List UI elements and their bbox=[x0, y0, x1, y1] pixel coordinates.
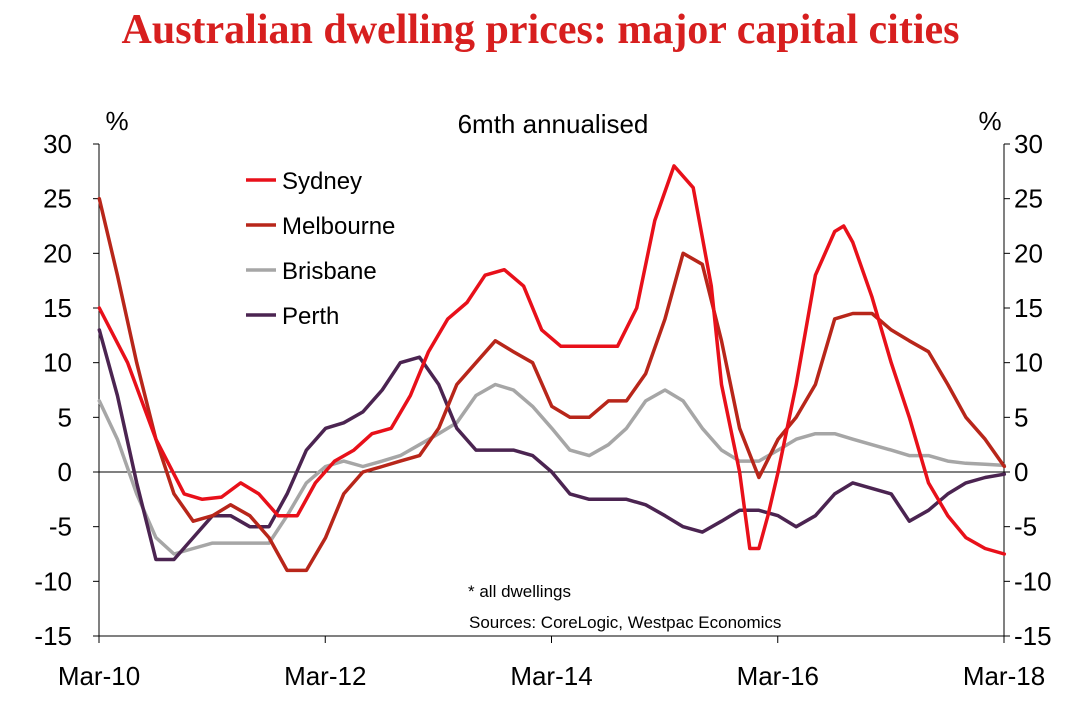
plot-frame bbox=[98, 144, 1005, 637]
y-tick-label-left: -10 bbox=[34, 566, 72, 596]
x-tick-label: Mar-18 bbox=[963, 661, 1045, 691]
y-tick-label-right: 20 bbox=[1014, 238, 1043, 268]
x-tick-label: Mar-12 bbox=[284, 661, 366, 691]
x-tick-label: Mar-14 bbox=[510, 661, 592, 691]
y-tick-label-right: 0 bbox=[1014, 457, 1028, 487]
series-line-melbourne bbox=[97, 196, 1007, 573]
x-tick-label: Mar-16 bbox=[737, 661, 819, 691]
source-note: Sources: CoreLogic, Westpac Economics bbox=[469, 613, 781, 632]
y-tick-label-left: 25 bbox=[43, 184, 72, 214]
series-lines bbox=[97, 164, 1007, 573]
y-unit-right: % bbox=[978, 106, 1001, 136]
series-line-perth bbox=[97, 328, 1007, 562]
y-unit-left: % bbox=[105, 106, 128, 136]
y-tick-label-right: -15 bbox=[1014, 621, 1052, 651]
y-tick-label-right: 15 bbox=[1014, 293, 1043, 323]
legend-label-brisbane: Brisbane bbox=[282, 258, 377, 285]
y-tick-label-left: -5 bbox=[49, 512, 72, 542]
y-tick-label-right: 5 bbox=[1014, 402, 1028, 432]
y-tick-label-left: 15 bbox=[43, 293, 72, 323]
y-tick-label-right: -5 bbox=[1014, 512, 1037, 542]
legend-label-perth: Perth bbox=[282, 303, 339, 330]
subtitle: 6mth annualised bbox=[458, 109, 649, 139]
legend: Sydney Melbourne Brisbane Perth bbox=[246, 168, 395, 330]
y-tick-label-right: -10 bbox=[1014, 566, 1052, 596]
y-tick-label-left: 10 bbox=[43, 348, 72, 378]
y-tick-label-left: 20 bbox=[43, 238, 72, 268]
legend-label-melbourne: Melbourne bbox=[282, 213, 395, 240]
legend-label-sydney: Sydney bbox=[282, 168, 362, 195]
y-ticks-left: 30 25 20 15 10 5 0 -5 -10 -15 bbox=[34, 129, 99, 651]
series-line-sydney bbox=[97, 164, 1007, 556]
chart-title: Australian dwelling prices: major capita… bbox=[121, 7, 960, 53]
series-line-brisbane bbox=[97, 382, 1007, 556]
x-ticks: Mar-10 Mar-12 Mar-14 Mar-16 Mar-18 bbox=[58, 636, 1045, 691]
y-tick-label-right: 25 bbox=[1014, 184, 1043, 214]
x-tick-label: Mar-10 bbox=[58, 661, 140, 691]
y-tick-label-left: 5 bbox=[58, 402, 72, 432]
y-tick-label-left: 30 bbox=[43, 129, 72, 159]
footnote: * all dwellings bbox=[468, 582, 571, 601]
y-tick-label-left: 0 bbox=[58, 457, 72, 487]
y-tick-label-right: 30 bbox=[1014, 129, 1043, 159]
y-tick-label-right: 10 bbox=[1014, 348, 1043, 378]
y-ticks-right: 30 25 20 15 10 5 0 -5 -10 -15 bbox=[1004, 129, 1052, 651]
y-tick-label-left: -15 bbox=[34, 621, 72, 651]
